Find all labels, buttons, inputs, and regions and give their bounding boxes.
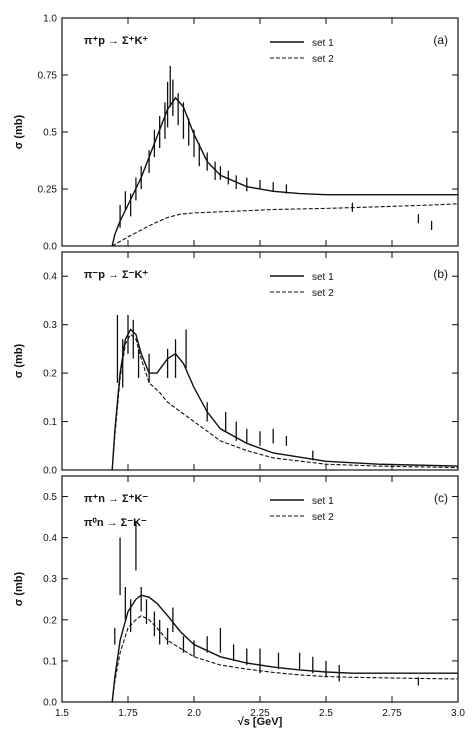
series-line-set-1 — [111, 594, 458, 703]
y-tick-label: 0.0 — [43, 466, 57, 477]
series-line-set-2 — [111, 203, 459, 247]
legend-label: set 1 — [312, 38, 334, 49]
y-tick-label: 0.3 — [43, 574, 57, 585]
reaction-label: π⁺n → Σ⁺K⁻ — [84, 493, 148, 505]
y-tick-label: 0.4 — [43, 533, 57, 544]
y-tick-label: 0.2 — [43, 369, 57, 380]
y-axis-title: σ (mb) — [13, 571, 25, 606]
legend-label: set 1 — [312, 496, 334, 507]
reaction-label-2: π⁰n → Σ⁻K⁻ — [84, 517, 147, 529]
y-tick-label: 0.5 — [43, 492, 57, 503]
x-tick-label: 1.5 — [55, 708, 69, 719]
panel-letter: (c) — [434, 491, 448, 505]
reaction-label: π⁻p → Σ⁻K⁺ — [84, 269, 148, 281]
y-tick-label: 0.3 — [43, 320, 57, 331]
y-tick-label: 0.75 — [38, 71, 58, 82]
series-line-set-2 — [111, 615, 459, 703]
y-tick-label: 0.0 — [43, 242, 57, 253]
reaction-label: π⁺p → Σ⁺K⁺ — [84, 35, 148, 47]
x-tick-label: 1.75 — [118, 708, 138, 719]
y-tick-label: 0.1 — [43, 656, 57, 667]
y-tick-label: 0.0 — [43, 698, 57, 709]
x-tick-label: 2.75 — [382, 708, 402, 719]
y-tick-label: 0.25 — [38, 185, 58, 196]
panel-letter: (b) — [433, 267, 448, 281]
legend-label: set 2 — [312, 54, 334, 65]
legend-label: set 2 — [312, 288, 334, 299]
plot-frame — [61, 17, 459, 247]
y-tick-label: 0.1 — [43, 417, 57, 428]
y-tick-label: 0.5 — [43, 128, 57, 139]
legend-label: set 2 — [312, 512, 334, 523]
x-axis-title: √s [GeV] — [238, 716, 283, 728]
y-tick-label: 0.2 — [43, 615, 57, 626]
chart-panel-3: 0.0 0.1 0.2 0.3 0.4 0.5 1.5 1.75 2.0 2.25 2.5 2.75 3… — [13, 475, 465, 719]
panels: 0.0 0.25 0.5 0.75 1.0 σ (mb) π⁺p → Σ⁺K⁺ (a) set … — [13, 14, 465, 720]
y-tick-label: 0.4 — [43, 272, 57, 283]
chart-panel-2: 0.0 0.1 0.2 0.3 0.4 σ (mb) π⁻p → Σ⁻K⁺ (b) set 1 s… — [13, 251, 459, 477]
x-tick-label: 2.5 — [319, 708, 333, 719]
x-tick-label: 3.0 — [451, 708, 465, 719]
series-line-set-2 — [111, 333, 459, 471]
legend-label: set 1 — [312, 272, 334, 283]
series-line-set-1 — [111, 96, 458, 247]
y-tick-label: 1.0 — [43, 14, 57, 25]
chart-panel-1: 0.0 0.25 0.5 0.75 1.0 σ (mb) π⁺p → Σ⁺K⁺ (a) set … — [13, 14, 459, 253]
y-axis-title: σ (mb) — [13, 343, 25, 378]
y-axis-title: σ (mb) — [13, 114, 25, 149]
series-line-set-1 — [111, 328, 459, 471]
x-tick-label: 2.25 — [250, 708, 270, 719]
x-tick-label: 2.0 — [187, 708, 201, 719]
panel-letter: (a) — [433, 33, 448, 47]
